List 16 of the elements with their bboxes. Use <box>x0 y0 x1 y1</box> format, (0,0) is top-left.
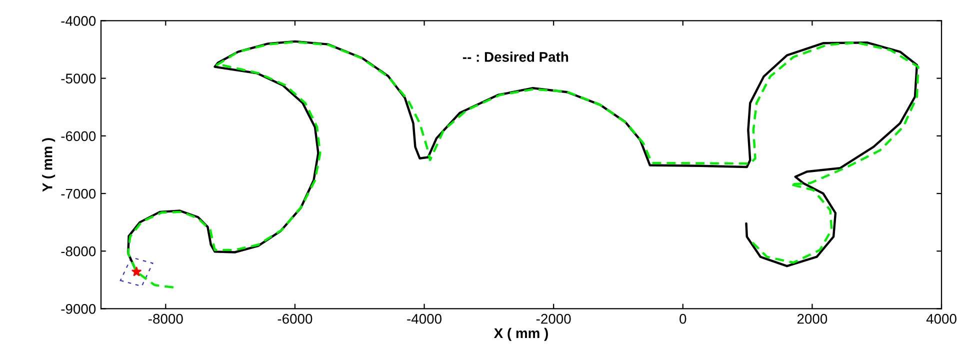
x-axis-title: X ( mm ) <box>494 328 548 341</box>
annotation: -- : Desired Path <box>462 52 568 62</box>
x-tick-label: -8000 <box>148 314 183 324</box>
x-tick-label: -2000 <box>536 314 571 324</box>
y-tick-label: -8000 <box>61 246 96 256</box>
x-tick-label: 4000 <box>926 314 956 324</box>
x-tick-label: -6000 <box>278 314 312 324</box>
x-tick-label: 2000 <box>797 314 828 324</box>
x-tick-label: 0 <box>680 314 686 324</box>
y-axis-title: Y ( mm ) <box>42 138 56 192</box>
y-tick-label: -4000 <box>61 16 96 26</box>
y-tick-label: -7000 <box>61 188 96 199</box>
y-tick-label: -9000 <box>61 304 96 314</box>
y-tick-label: -6000 <box>61 131 96 142</box>
y-tick-label: -5000 <box>61 74 96 84</box>
x-tick-label: -4000 <box>407 314 442 324</box>
